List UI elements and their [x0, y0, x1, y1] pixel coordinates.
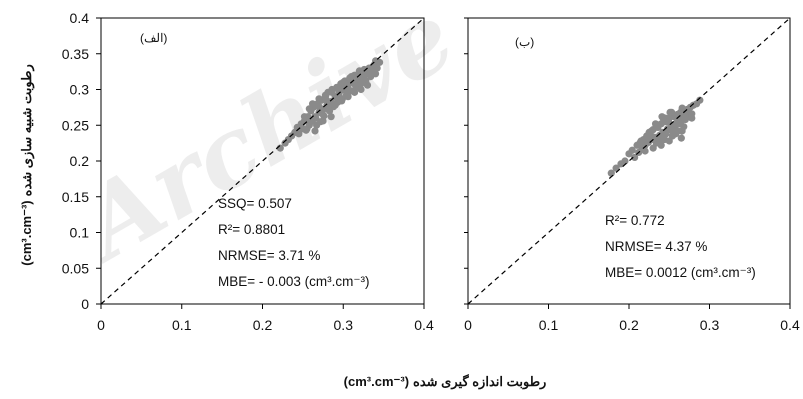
panel-label: (ب) [515, 35, 534, 49]
scatter-point [651, 120, 660, 128]
y-tick-label: 0.15 [62, 189, 89, 205]
scatter-point [672, 113, 681, 121]
stat-annotation: MBE= 0.0012 (cm³.cm⁻³) [605, 265, 756, 280]
stat-annotation: NRMSE= 3.71 % [218, 248, 320, 263]
scatter-point [303, 125, 311, 133]
scatter-point [621, 157, 629, 165]
scatter-point [641, 147, 649, 155]
scatter-point [311, 127, 319, 135]
scatter-point [347, 73, 355, 81]
y-axis-title-text: رطوبت شبیه سازی شده [19, 64, 35, 196]
y-tick-label: 0 [81, 296, 89, 312]
x-tick-label: 0 [97, 317, 105, 333]
stat-annotation: R²= 0.8801 [218, 222, 285, 237]
scatter-point [649, 144, 657, 152]
x-axis-title-text: رطوبت اندازه گیری شده [413, 373, 546, 390]
scatter-point [325, 105, 333, 114]
scatter-point [363, 81, 372, 89]
scatter-points [607, 96, 704, 177]
scatter-point [308, 100, 317, 108]
scatter-point [678, 104, 686, 112]
scatter-point [658, 113, 666, 121]
scatter-point [373, 64, 381, 72]
scatter-point [688, 114, 696, 122]
scatter-point [677, 134, 685, 142]
y-tick-label: 0.4 [70, 10, 90, 26]
scatter-point [665, 137, 673, 145]
scatter-point [668, 124, 677, 132]
scatter-point [319, 117, 327, 125]
y-axis-title-unit: (cm³.cm⁻³) [19, 200, 34, 265]
x-tick-label: 0.2 [253, 317, 273, 333]
scatter-points [276, 57, 384, 152]
scatter-point [350, 88, 359, 96]
x-tick-label: 0.4 [414, 317, 434, 333]
y-tick-label: 0.35 [62, 46, 89, 62]
scatter-point [328, 88, 336, 96]
scatter-point [628, 146, 636, 154]
scatter-point [315, 95, 323, 103]
scatter-point [318, 110, 326, 118]
y-tick-label: 0.2 [70, 153, 90, 169]
x-tick-label: 0.3 [700, 317, 720, 333]
stat-annotation: NRMSE= 4.37 % [605, 239, 707, 254]
scatter-point [323, 97, 331, 105]
stat-annotation: SSQ= 0.507 [218, 196, 292, 211]
scatter-point [647, 127, 656, 135]
scatter-point [664, 118, 673, 126]
one-to-one-line [467, 17, 791, 305]
scatter-point [331, 100, 339, 108]
scatter-point [335, 93, 343, 101]
scatter-point [684, 107, 692, 115]
scatter-point [696, 96, 704, 104]
stat-annotation: MBE= - 0.003 (cm³.cm⁻³) [218, 274, 370, 289]
scatter-point [676, 120, 685, 128]
scatter-point [355, 67, 363, 75]
y-tick-label: 0.25 [62, 117, 89, 133]
scatter-point [307, 118, 315, 126]
scatter-point [637, 137, 645, 145]
x-tick-label: 0.3 [334, 317, 354, 333]
x-axis-title-unit: (cm³.cm⁻³) [344, 374, 409, 389]
y-axis-title: (cm³.cm⁻³) رطوبت شبیه سازی شده [19, 64, 35, 265]
watermark: Archive [57, 0, 473, 284]
scatter-point [351, 81, 359, 89]
x-tick-label: 0.2 [619, 317, 639, 333]
x-tick-label: 0.1 [172, 317, 192, 333]
x-axis-title: (cm³.cm⁻³) رطوبت اندازه گیری شده [344, 373, 547, 390]
scatter-point [321, 91, 330, 99]
scatter-point [674, 127, 682, 135]
scatter-point [612, 164, 620, 172]
y-tick-label: 0.3 [70, 82, 90, 98]
x-tick-label: 0.1 [539, 317, 559, 333]
scatter-point [660, 131, 669, 139]
scatter-point [343, 87, 351, 95]
x-tick-label: 0 [464, 317, 472, 333]
panel-label: (الف) [140, 31, 167, 45]
scatter-point [359, 75, 368, 84]
scatter-point [300, 113, 309, 121]
scatter-point [607, 169, 615, 177]
scatter-point [334, 85, 343, 94]
scatter-point [295, 130, 303, 138]
scatter-point [666, 108, 674, 116]
scatter-point [357, 85, 365, 94]
panel-b: 0 0.1 0.2 0.3 0.4 (ب) R²= 0.772 NRMSE= 4.37 % MB… [464, 17, 800, 333]
scatter-point [631, 153, 639, 162]
scatter-point [344, 93, 352, 101]
scatter-point [354, 75, 362, 83]
panel-a: 0 0.1 0.2 0.3 0.4 0 0.05 0.1 0.15 0.2 0.25 0.3 0.35 0… [62, 10, 434, 333]
scatter-point [327, 113, 335, 121]
y-tick-label: 0.05 [62, 260, 89, 276]
y-tick-label: 0.1 [70, 225, 90, 241]
scatter-point [315, 103, 323, 111]
scatter-point [367, 68, 376, 76]
stat-annotation: R²= 0.772 [605, 213, 665, 228]
x-tick-label: 0.4 [780, 317, 800, 333]
scatter-point [339, 78, 347, 86]
